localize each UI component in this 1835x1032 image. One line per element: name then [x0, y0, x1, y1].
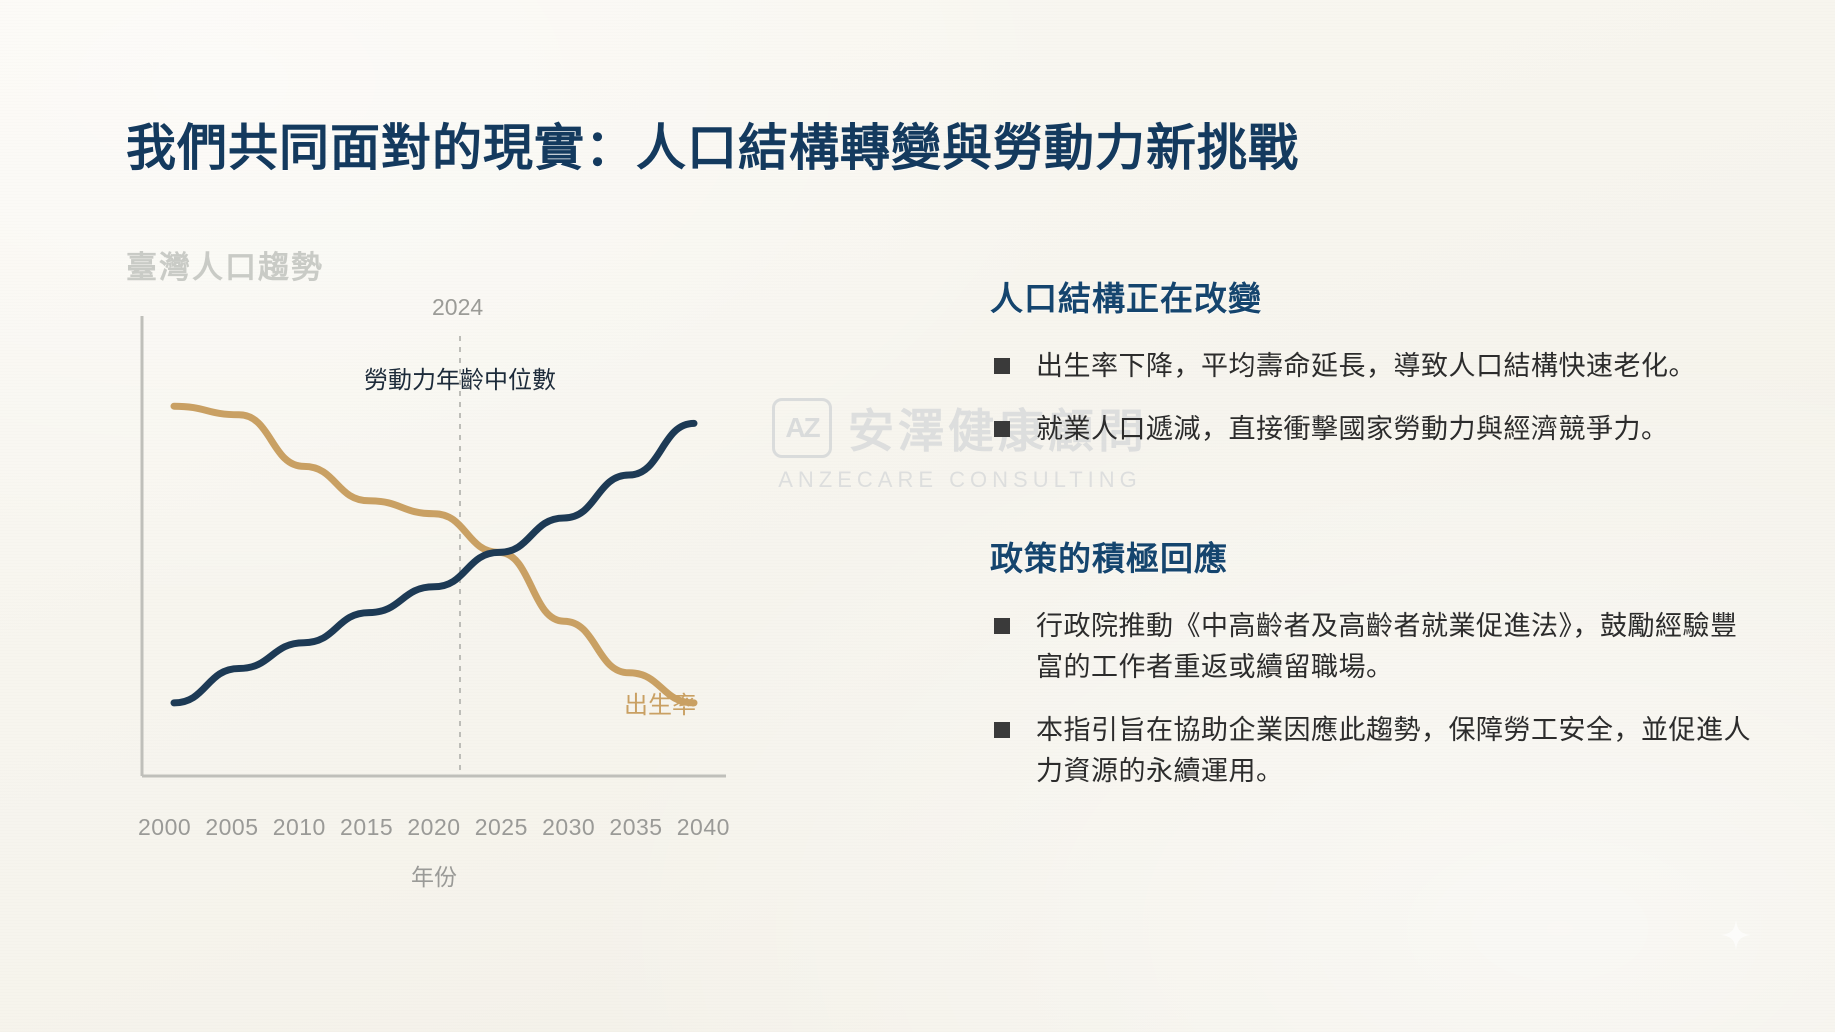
list-item: 出生率下降，平均壽命延長，導致人口結構快速老化。 — [990, 346, 1760, 387]
x-axis-tick-label: 2030 — [542, 814, 596, 840]
list-item-text: 就業人口遞減，直接衝擊國家勞動力與經濟競爭力。 — [1036, 414, 1669, 445]
bullet-list-1: 出生率下降，平均壽命延長，導致人口結構快速老化。 就業人口遞減，直接衝擊國家勞動… — [990, 346, 1760, 450]
bullet-list-2: 行政院推動《中高齡者及高齡者就業促進法》，鼓勵經驗豐富的工作者重返或續留職場。 … — [990, 606, 1760, 792]
series-line-median-age — [170, 419, 698, 707]
series-line-birth-rate — [170, 402, 698, 707]
x-axis-tick-label: 2005 — [205, 814, 259, 840]
sparkle-icon — [1721, 920, 1751, 950]
annotation-2024-label: 2024 — [432, 294, 484, 320]
series-label-birth-rate: 出生率 — [624, 691, 696, 719]
x-axis-tick-labels: 2000 2005 2010 2015 2020 2025 2030 2035 2040 — [134, 814, 734, 841]
x-axis-tick-label: 2040 — [676, 814, 730, 840]
page-title: 我們共同面對的現實：人口結構轉變與勞動力新挑戰 — [126, 120, 1299, 176]
x-axis-title: 年份 — [411, 864, 457, 890]
x-axis-tick-label: 2035 — [609, 814, 663, 840]
section-heading-1: 人口結構正在改變 — [990, 280, 1262, 317]
bullet-square-icon — [994, 358, 1010, 374]
chart-panel: 臺灣人口趨勢 2024 勞動力年齡中位數 出生率 2000 2005 2010 201… — [126, 228, 816, 890]
list-item: 就業人口遞減，直接衝擊國家勞動力與經濟競爭力。 — [990, 409, 1760, 450]
x-axis-tick-label: 2000 — [138, 814, 192, 840]
bullet-square-icon — [994, 618, 1010, 635]
section-heading-2: 政策的積極回應 — [990, 540, 1228, 578]
chart-title: 臺灣人口趨勢 — [126, 250, 324, 285]
x-axis-tick-label: 2020 — [407, 814, 461, 840]
content-panel: 人口結構正在改變 出生率下降，平均壽命延長，導致人口結構快速老化。 就業人口遞減… — [990, 272, 1760, 814]
chart-plot-area: 2024 勞動力年齡中位數 出生率 2000 2005 2010 2015 2020 20… — [134, 294, 734, 946]
list-item-text: 出生率下降，平均壽命延長，導致人口結構快速老化。 — [1036, 351, 1696, 381]
x-axis-tick-label: 2010 — [272, 814, 326, 840]
x-axis-tick-label: 2025 — [474, 814, 528, 840]
chart-svg — [140, 316, 726, 778]
list-item: 本指引旨在協助企業因應此趨勢，保障勞工安全，並促進人力資源的永續運用。 — [990, 710, 1760, 792]
list-item-text: 本指引旨在協助企業因應此趨勢，保障勞工安全，並促進人力資源的永續運用。 — [1036, 715, 1751, 787]
bullet-square-icon — [994, 421, 1010, 438]
list-item: 行政院推動《中高齡者及高齡者就業促進法》，鼓勵經驗豐富的工作者重返或續留職場。 — [990, 606, 1760, 688]
series-label-median-age: 勞動力年齡中位數 — [364, 367, 556, 394]
list-item-text: 行政院推動《中高齡者及高齡者就業促進法》，鼓勵經驗豐富的工作者重返或續留職場。 — [1036, 611, 1738, 683]
bullet-square-icon — [994, 722, 1010, 739]
x-axis-tick-label: 2015 — [340, 814, 394, 840]
